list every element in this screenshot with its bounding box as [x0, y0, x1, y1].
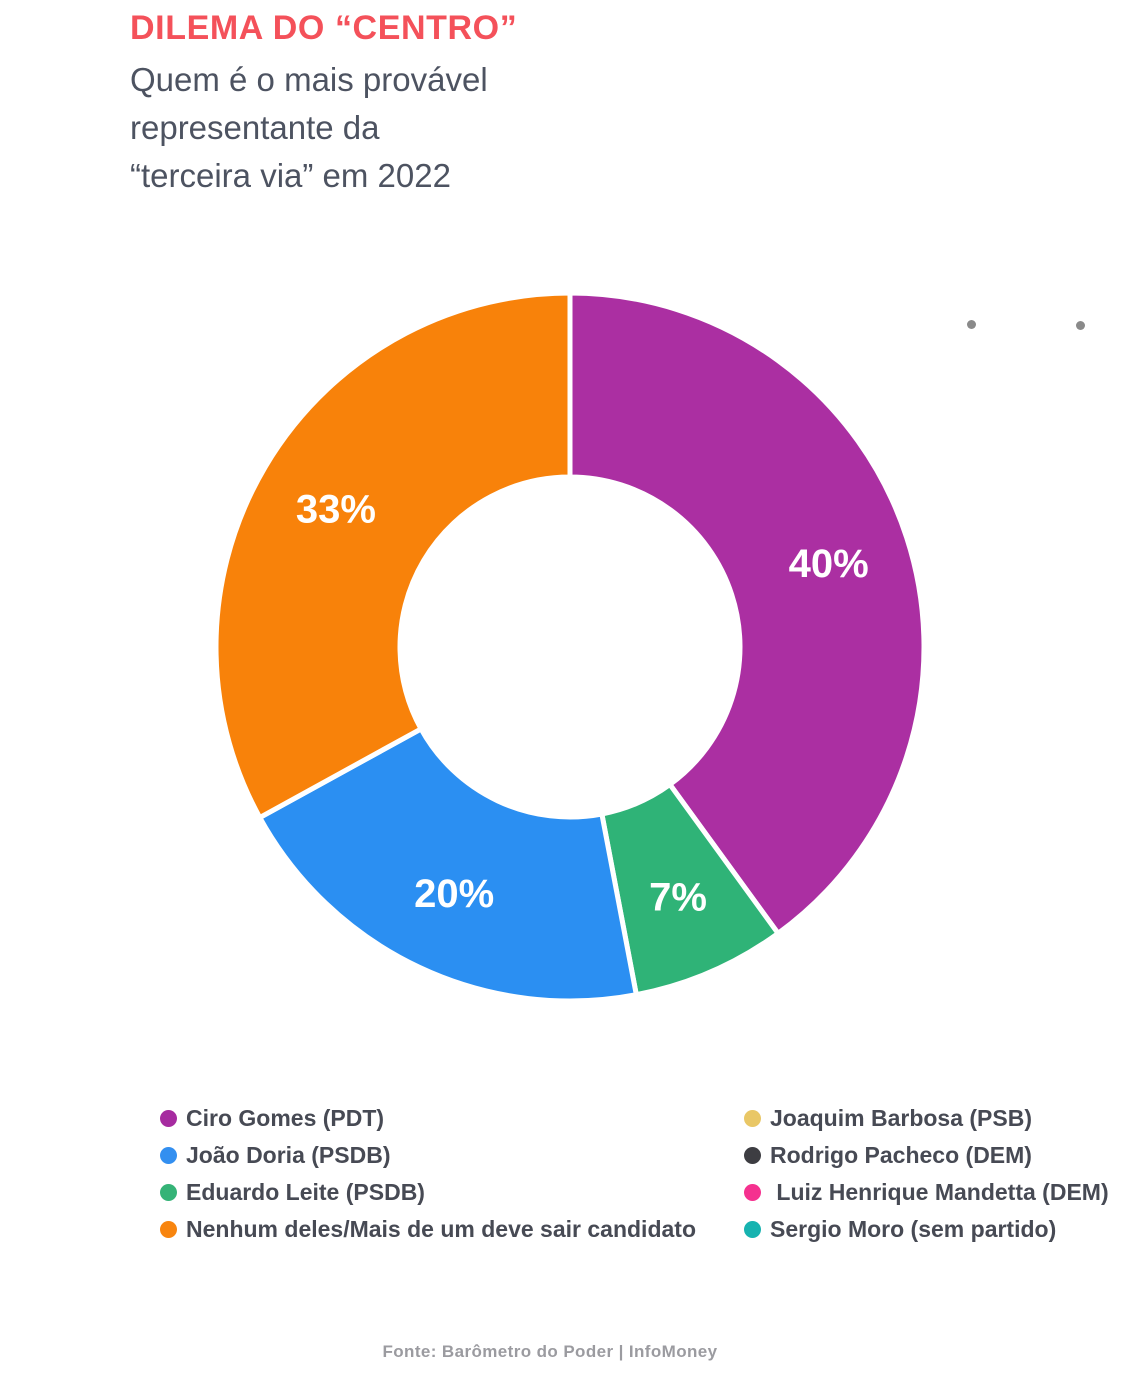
legend-left-column: Ciro Gomes (PDT) João Doria (PSDB) Eduar… — [160, 1100, 696, 1248]
legend-dot-icon — [160, 1147, 177, 1164]
legend-label: Rodrigo Pacheco (DEM) — [770, 1142, 1032, 1168]
chart-subtitle-line: representante da — [130, 109, 380, 146]
legend-label: Eduardo Leite (PSDB) — [186, 1179, 425, 1205]
legend-item: João Doria (PSDB) — [160, 1137, 696, 1174]
legend-label: João Doria (PSDB) — [186, 1142, 391, 1168]
legend-label: Ciro Gomes (PDT) — [186, 1105, 385, 1131]
legend-item: Luiz Henrique Mandetta (DEM) — [744, 1174, 1109, 1211]
chart-subtitle: Quem é o mais provável representante da … — [130, 56, 750, 200]
legend-dot-icon — [744, 1184, 761, 1201]
legend-item: Eduardo Leite (PSDB) — [160, 1174, 696, 1211]
legend-item: Joaquim Barbosa (PSB) — [744, 1100, 1109, 1137]
legend-dot-icon — [160, 1184, 177, 1201]
header: DILEMA DO “CENTRO” Quem é o mais prováve… — [130, 6, 750, 200]
legend-label: Luiz Henrique Mandetta (DEM) — [770, 1179, 1109, 1205]
pie-slice-label: 40% — [789, 542, 869, 586]
legend-right-column: Joaquim Barbosa (PSB) Rodrigo Pacheco (D… — [744, 1100, 1109, 1248]
pie-slice — [567, 290, 927, 936]
legend-dot-icon — [160, 1221, 177, 1238]
pie-slice — [257, 726, 639, 1004]
legend-item: Rodrigo Pacheco (DEM) — [744, 1137, 1109, 1174]
pie-slice — [213, 290, 573, 821]
legend-item: Sergio Moro (sem partido) — [744, 1211, 1109, 1248]
pie-slice-label: 7% — [649, 876, 707, 920]
legend-dot-icon — [744, 1147, 761, 1164]
decorative-dot-right — [1076, 321, 1085, 330]
pie-slice-label: 20% — [414, 872, 494, 916]
chart-title: DILEMA DO “CENTRO” — [130, 9, 518, 47]
chart-subtitle-line: “terceira via” em 2022 — [130, 157, 451, 194]
source-note: Fonte: Barômetro do Poder | InfoMoney — [382, 1342, 718, 1361]
donut-chart: 40% 7% 20% 33% — [213, 290, 927, 1004]
pie-slice-label: 33% — [296, 488, 376, 532]
legend-dot-icon — [744, 1221, 761, 1238]
legend-label: Nenhum deles/Mais de um deve sair candid… — [186, 1216, 696, 1242]
legend-label: Joaquim Barbosa (PSB) — [770, 1105, 1032, 1131]
chart-subtitle-line: Quem é o mais provável — [130, 61, 488, 98]
legend-label: Sergio Moro (sem partido) — [770, 1216, 1057, 1242]
legend-dot-icon — [744, 1110, 761, 1127]
legend-dot-icon — [160, 1110, 177, 1127]
decorative-dot-left — [967, 320, 976, 329]
legend-item: Ciro Gomes (PDT) — [160, 1100, 696, 1137]
legend-item: Nenhum deles/Mais de um deve sair candid… — [160, 1211, 696, 1248]
